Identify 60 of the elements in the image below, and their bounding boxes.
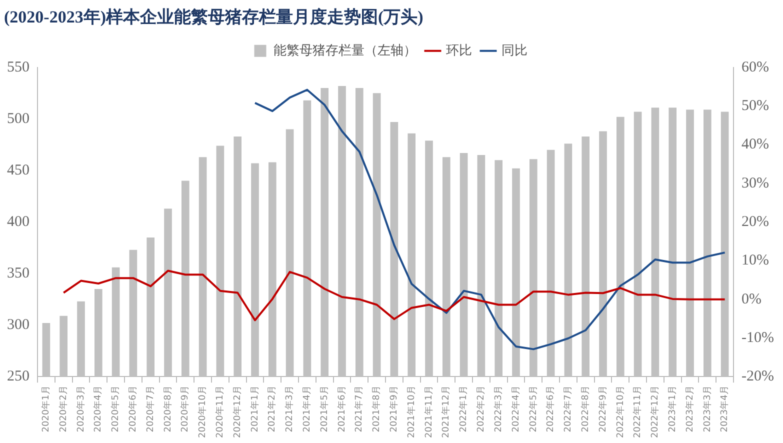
y2-tick-label: 50% (742, 98, 770, 114)
x-tick-label: 2021年1月 (249, 386, 260, 432)
x-tick-label: 2020年11月 (214, 386, 226, 438)
x-tick-label: 2020年9月 (180, 386, 191, 432)
y2-tick-label: 20% (742, 214, 770, 230)
x-tick-label: 2022年11月 (632, 386, 644, 438)
x-tick-label: 2020年6月 (128, 386, 139, 432)
x-tick-label: 2023年2月 (684, 386, 696, 432)
x-tick-label: 2023年3月 (702, 386, 713, 432)
y-tick-label: 250 (7, 368, 30, 385)
x-tick-label: 2021年10月 (406, 386, 417, 438)
x-tick-label: 2021年8月 (371, 386, 382, 432)
y2-tick-label: -10% (742, 330, 774, 346)
y-tick-label: 500 (7, 110, 30, 127)
x-tick-label: 2021年2月 (266, 386, 278, 432)
x-tick-label: 2022年7月 (562, 386, 574, 432)
x-tick-label: 2022年2月 (476, 386, 487, 432)
chart-title: (2020-2023年)样本企业能繁母猪存栏量月度走势图(万头) (4, 8, 424, 27)
x-tick-label: 2021年11月 (423, 386, 434, 438)
x-tick-label: 2020年2月 (58, 386, 69, 432)
y-tick-label: 550 (7, 59, 30, 76)
y2-tick-label: 40% (742, 136, 770, 153)
y2-tick-label: 30% (742, 175, 770, 192)
x-tick-label: 2020年4月 (92, 386, 104, 432)
x-tick-label: 2021年12月 (440, 386, 452, 438)
legend-label: 同比 (501, 42, 528, 58)
x-tick-label: 2022年12月 (650, 386, 661, 438)
x-tick-label: 2022年8月 (580, 386, 591, 432)
x-tick-label: 2022年4月 (510, 386, 522, 432)
x-tick-label: 2022年6月 (545, 386, 556, 432)
y-tick-label: 400 (7, 214, 30, 230)
y2-tick-label: -20% (742, 368, 774, 385)
x-tick-label: 2020年3月 (75, 386, 86, 432)
x-tick-label: 2022年5月 (528, 386, 539, 432)
y-tick-label: 300 (7, 317, 30, 334)
legend-label: 能繁母猪存栏量（左轴） (273, 42, 416, 58)
x-tick-label: 2020年12月 (232, 386, 243, 438)
x-tick-label: 2022年3月 (492, 386, 504, 432)
y2-tick-label: 0% (742, 291, 762, 308)
y2-tick-label: 10% (742, 252, 770, 269)
x-tick-label: 2021年9月 (388, 386, 400, 432)
x-tick-label: 2021年6月 (336, 386, 348, 432)
x-tick-label: 2021年5月 (318, 386, 330, 432)
x-tick-label: 2020年5月 (110, 386, 122, 432)
y-tick-label: 450 (7, 162, 30, 178)
x-tick-label: 2021年3月 (284, 386, 296, 432)
x-tick-label: 2022年9月 (597, 386, 608, 432)
x-tick-label: 2021年4月 (302, 386, 313, 432)
x-tick-label: 2022年10月 (614, 386, 626, 438)
y2-tick-label: 60% (742, 59, 770, 76)
x-tick-label: 2022年1月 (458, 386, 470, 432)
x-tick-label: 2021年7月 (354, 386, 365, 432)
x-tick-label: 2020年7月 (144, 386, 156, 432)
x-tick-label: 2020年1月 (40, 386, 52, 432)
y-tick-label: 350 (7, 266, 30, 282)
x-tick-label: 2020年10月 (197, 386, 208, 438)
legend-label: 环比 (446, 42, 472, 58)
x-tick-label: 2023年1月 (666, 386, 678, 432)
x-tick-label: 2023年4月 (719, 386, 730, 432)
x-tick-label: 2020年8月 (162, 386, 174, 432)
